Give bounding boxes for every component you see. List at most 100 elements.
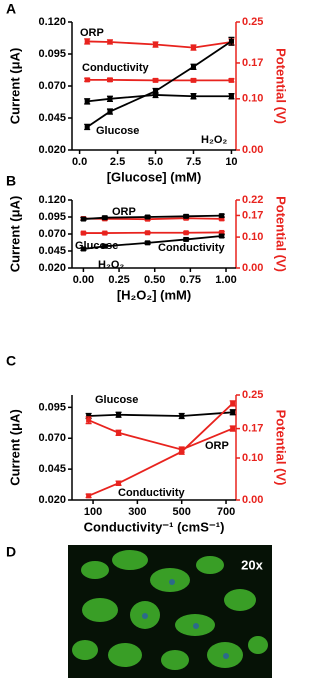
series-label: H₂O₂ [98,259,124,271]
x-tick-label: 0.0 [72,156,87,168]
data-point [219,233,225,239]
data-point [102,230,108,236]
x-tick-label: 100 [84,506,102,518]
y-tick-label: 0.120 [38,16,66,28]
x-tick-label: 500 [173,506,191,518]
y2-tick-label: 0.17 [242,423,263,435]
data-point [107,77,113,83]
y2-tick-label: 0.22 [242,194,263,206]
x-tick-label: 0.00 [73,274,94,286]
cells [72,550,268,670]
panel-label: A [6,1,16,17]
data-point [145,240,151,246]
x-tick-label: 0.25 [108,274,129,286]
panel-label: C [6,353,16,369]
x-tick-label: 700 [217,506,235,518]
data-point [190,93,196,99]
data-point [230,400,236,406]
y-tick-label: 0.095 [38,401,66,413]
data-point [145,214,151,220]
y-tick-label: 0.045 [38,245,66,257]
y-axis-title: Current (μA) [7,409,22,486]
data-point [80,216,86,222]
y2-tick-label: 0.00 [242,494,263,506]
nuclei [142,579,229,659]
x-tick-label: 0.50 [144,274,165,286]
series-label: ORP [80,27,104,39]
y2-tick-label: 0.10 [242,452,263,464]
y2-tick-label: 0.00 [242,262,263,274]
x-tick-label: 0.75 [180,274,201,286]
y2-tick-label: 0.17 [242,209,263,221]
data-point [84,38,90,44]
panel-label: D [6,544,16,560]
panel-label: B [6,173,16,189]
data-point [219,229,225,235]
data-point [183,213,189,219]
data-point [230,426,236,432]
x-axis-title: [Glucose] (mM) [107,169,202,184]
y-tick-label: 0.045 [38,112,66,124]
micrograph [68,545,272,678]
data-point [228,38,234,44]
figure: D 20x A 0.020 0.045 0.070 0.095 0.120 0.00 0.10… [6,1,289,678]
y-tick-label: 0.070 [38,228,66,240]
y-tick-label: 0.095 [38,211,66,223]
data-point [153,92,159,98]
series-label: ORP [112,206,136,218]
series-label: H₂O₂ [201,134,227,146]
data-point [179,413,185,419]
data-point [230,409,236,415]
y2-tick-label: 0.17 [242,57,263,69]
y2-tick-label: 0.10 [242,231,263,243]
y-tick-label: 0.020 [38,262,66,274]
series-line [88,402,234,497]
series-label: Glucose [95,394,138,406]
y2-tick-label: 0.25 [242,389,263,401]
data-point [183,236,189,242]
data-point [80,246,86,252]
data-point [228,77,234,83]
data-point [190,64,196,70]
y-tick-label: 0.020 [38,494,66,506]
series-label: Conductivity [158,242,225,254]
magnification-label: 20x [241,557,263,572]
series-line [88,419,234,451]
series-line [88,411,233,417]
x-tick-label: 2.5 [110,156,125,168]
data-point [84,77,90,83]
y-axis-title: Current (μA) [7,196,22,273]
data-point [86,417,92,423]
data-point [102,243,108,249]
data-point [190,77,196,83]
data-point [228,93,234,99]
data-point [153,42,159,48]
y-tick-label: 0.020 [38,144,66,156]
data-point [84,98,90,104]
x-tick-label: 300 [128,506,146,518]
y2-tick-label: 0.25 [242,16,263,28]
x-tick-label: 5.0 [148,156,163,168]
y2-axis-title: Potential (V) [274,410,289,486]
y2-axis-title: Potential (V) [274,196,289,272]
data-point [190,45,196,51]
data-point [107,109,113,115]
x-tick-label: 7.5 [186,156,201,168]
x-axis-title: [H₂O₂] (mM) [117,287,191,302]
y2-tick-label: 0.00 [242,144,263,156]
data-point [179,449,185,455]
x-axis-title: Conductivity⁻¹ (cmS⁻¹) [84,519,225,534]
y-axis-title: Current (μA) [7,48,22,125]
data-point [80,230,86,236]
x-tick-label: 10 [225,156,237,168]
series-label: Conductivity [118,487,185,499]
series-label: ORP [205,440,229,452]
data-point [84,124,90,130]
y-tick-label: 0.095 [38,48,66,60]
y-tick-label: 0.070 [38,80,66,92]
data-point [107,39,113,45]
y-tick-label: 0.045 [38,463,66,475]
y2-axis-title: Potential (V) [274,48,289,124]
y-tick-label: 0.070 [38,432,66,444]
y-tick-label: 0.120 [38,194,66,206]
